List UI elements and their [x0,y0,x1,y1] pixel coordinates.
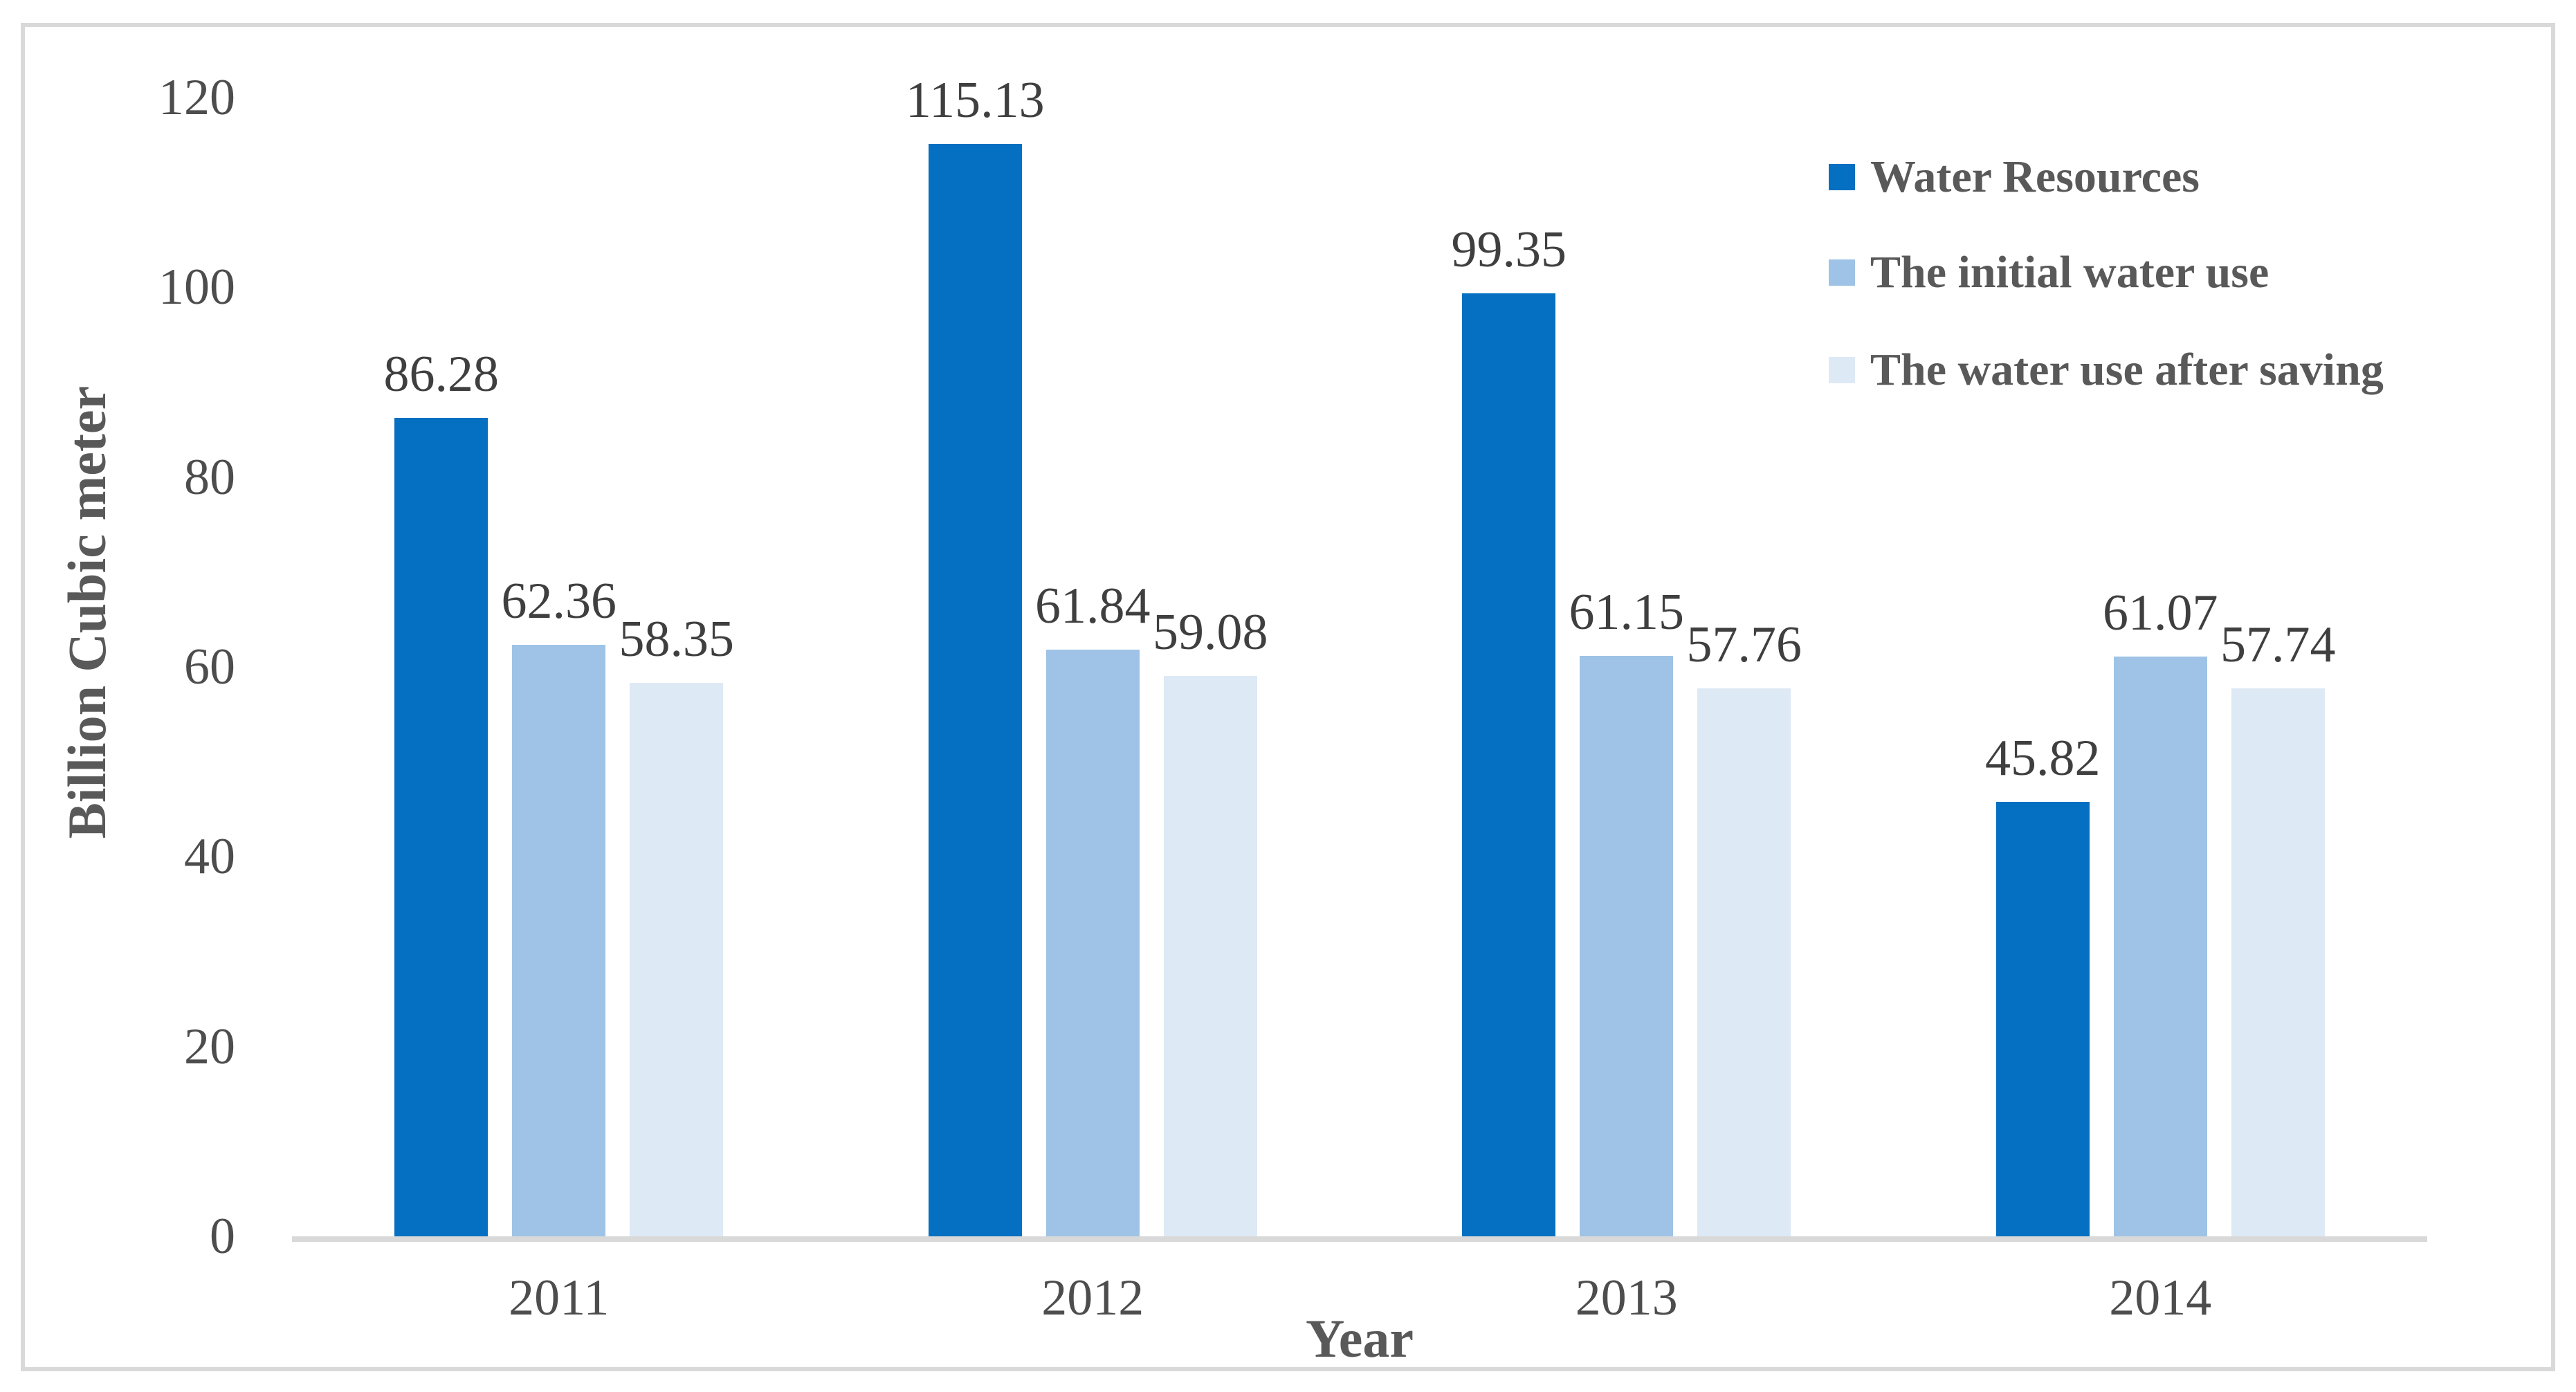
legend-swatch-series3 [1829,357,1855,383]
bar-value-label: 62.36 [501,572,617,630]
x-axis-title: Year [1306,1308,1414,1368]
legend-swatch-series1 [1829,164,1855,190]
legend-item: Water Resources [1829,149,2200,205]
bar-series1-2011 [394,417,488,1236]
bar-series2-2014 [2113,657,2207,1236]
bar-series2-2012 [1045,649,1140,1236]
bar-value-label: 45.82 [1985,729,2101,787]
bar-value-label: 57.76 [1686,616,1802,673]
bar-value-label: 61.84 [1035,577,1151,634]
y-tick-label: 100 [158,259,235,316]
x-category-label: 2014 [2109,1270,2212,1326]
bar-value-label: 115.13 [905,71,1045,129]
bar-value-label: 61.07 [2103,585,2218,642]
x-category-label: 2011 [509,1270,610,1326]
bar-value-label: 59.08 [1153,603,1268,661]
bar-series3-2011 [630,682,724,1236]
bar-value-label: 57.74 [2220,616,2336,673]
x-category-label: 2013 [1575,1270,1678,1326]
y-tick-label: 40 [184,828,235,886]
bar-value-label: 99.35 [1451,221,1567,279]
legend-label: The water use after saving [1870,345,2384,395]
y-axis-title: Billion Cubic meter [57,385,117,839]
legend-swatch-series2 [1829,259,1855,286]
bar-series1-2013 [1462,293,1556,1236]
bar-series2-2013 [1580,656,1674,1236]
bar-value-label: 61.15 [1569,584,1685,641]
y-tick-label: 0 [210,1208,235,1265]
bar-series2-2011 [512,644,606,1236]
bar-value-label: 86.28 [383,345,500,403]
bar-series3-2012 [1163,675,1257,1236]
y-tick-label: 80 [184,448,235,506]
legend-label: Water Resources [1870,152,2200,202]
bar-series3-2013 [1697,688,1791,1236]
legend-item: The initial water use [1829,245,2269,300]
legend-item: The water use after saving [1829,342,2384,398]
bar-series3-2014 [2231,688,2325,1236]
bar-series1-2012 [928,143,1022,1236]
x-category-label: 2012 [1041,1270,1144,1326]
bar-series1-2014 [1995,801,2090,1236]
y-tick-label: 20 [184,1018,235,1075]
legend-label: The initial water use [1870,247,2269,297]
bar-value-label: 58.35 [619,610,735,668]
y-tick-label: 120 [158,69,235,126]
y-tick-label: 60 [184,639,235,695]
x-axis-line [292,1236,2427,1242]
